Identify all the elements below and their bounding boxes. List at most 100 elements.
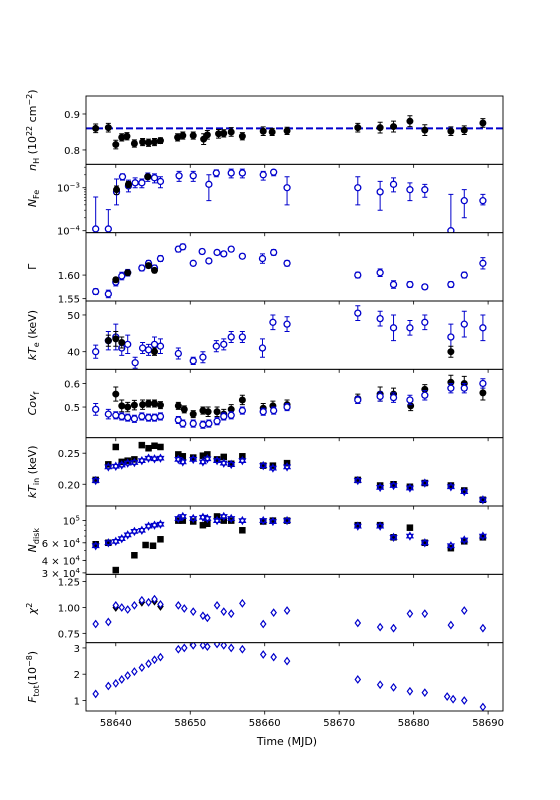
data-point xyxy=(113,186,121,194)
data-point xyxy=(144,521,153,531)
data-point xyxy=(144,453,153,463)
data-point xyxy=(259,171,267,179)
data-point xyxy=(406,186,414,194)
data-point xyxy=(156,177,165,186)
series-blue-circle xyxy=(92,168,487,233)
data-point xyxy=(389,180,398,188)
data-point xyxy=(354,184,362,192)
x-tick-label: 58660 xyxy=(249,718,281,729)
data-point xyxy=(406,117,414,125)
x-tick-label: 58680 xyxy=(398,718,430,729)
data-point xyxy=(123,530,132,540)
data-point xyxy=(180,604,188,613)
data-point xyxy=(179,419,187,428)
data-point xyxy=(112,566,120,574)
data-point xyxy=(92,225,100,233)
data-point xyxy=(259,515,268,526)
data-point xyxy=(479,259,487,267)
data-point xyxy=(174,349,182,358)
data-point xyxy=(238,455,247,466)
data-point xyxy=(145,400,153,407)
data-point xyxy=(406,524,414,531)
data-point xyxy=(269,406,278,415)
data-point xyxy=(151,442,158,449)
data-point xyxy=(227,513,236,524)
data-point xyxy=(479,389,487,397)
data-point xyxy=(479,197,487,205)
data-point xyxy=(118,272,126,280)
data-point xyxy=(145,262,153,270)
data-point xyxy=(130,401,138,409)
data-point xyxy=(118,339,126,347)
data-point xyxy=(282,515,292,526)
data-point xyxy=(406,324,414,332)
y-axis-label: Ftot(10−8) xyxy=(25,651,41,703)
data-point xyxy=(212,342,220,350)
data-point xyxy=(238,333,247,341)
x-tick-label: 58650 xyxy=(174,718,206,729)
data-point xyxy=(151,400,159,407)
data-point xyxy=(112,276,120,284)
data-point xyxy=(238,396,246,404)
data-point xyxy=(258,254,267,263)
data-point xyxy=(354,309,362,317)
data-point xyxy=(405,531,414,541)
data-point xyxy=(227,169,235,177)
data-point xyxy=(123,132,131,140)
data-point xyxy=(189,419,197,428)
data-point xyxy=(239,598,246,608)
data-point xyxy=(189,454,198,465)
plot-area xyxy=(92,642,487,712)
data-point xyxy=(354,396,362,404)
data-point xyxy=(92,405,100,414)
data-point xyxy=(112,600,120,610)
data-point xyxy=(199,642,207,650)
data-point xyxy=(204,408,212,416)
data-point xyxy=(389,532,398,543)
data-point xyxy=(460,606,468,615)
data-point xyxy=(376,269,384,277)
y-tick-label: 10−4 xyxy=(57,225,81,238)
data-point xyxy=(92,689,99,699)
y-axis-label: NFe xyxy=(26,190,41,207)
data-point xyxy=(479,623,487,633)
data-point xyxy=(213,642,221,649)
data-point xyxy=(479,379,487,388)
data-point xyxy=(478,531,487,541)
data-point xyxy=(151,655,158,665)
data-point xyxy=(258,344,267,352)
panel-frame xyxy=(85,573,504,644)
y-tick-label: 50 xyxy=(67,311,80,322)
data-point xyxy=(189,132,197,140)
data-point xyxy=(151,138,159,146)
data-point xyxy=(118,173,127,181)
panel-frame xyxy=(85,95,504,165)
data-point xyxy=(353,475,362,486)
data-point xyxy=(112,411,120,419)
data-point xyxy=(180,405,188,413)
data-point xyxy=(479,702,487,712)
data-point xyxy=(460,384,468,392)
panel-3: 1.55 1.60 Γ xyxy=(26,232,504,306)
y-tick-label: 0.25 xyxy=(58,449,80,460)
series-black-circle xyxy=(112,374,487,420)
data-point xyxy=(478,495,487,505)
data-point xyxy=(420,478,429,488)
y-axis-label: kTin (keV) xyxy=(26,445,41,498)
data-point xyxy=(203,454,212,464)
data-point xyxy=(220,412,228,421)
data-point xyxy=(376,680,384,690)
data-point xyxy=(138,441,146,449)
data-point xyxy=(227,128,235,136)
data-point xyxy=(180,643,188,653)
data-point xyxy=(105,681,112,691)
data-point xyxy=(447,127,455,135)
data-point xyxy=(104,410,112,418)
data-point xyxy=(213,417,221,425)
data-point xyxy=(105,461,112,468)
plot-area xyxy=(86,115,503,150)
data-point xyxy=(205,419,213,428)
data-point xyxy=(198,247,206,256)
data-point xyxy=(144,413,153,422)
